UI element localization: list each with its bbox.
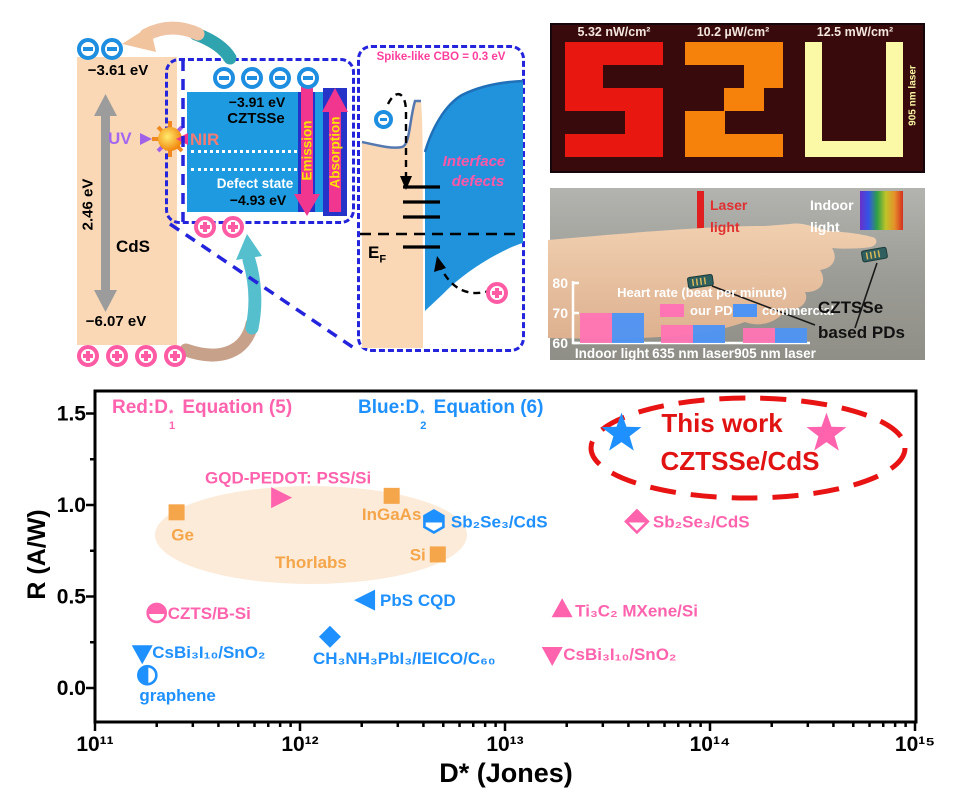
power-density-label-3: 12.5 mW/cm² [816, 25, 894, 39]
svg-text:commercial: commercial [762, 303, 834, 318]
svg-text:CsBi₃I₁₀/SnO₂: CsBi₃I₁₀/SnO₂ [563, 645, 676, 664]
electron-icon [297, 67, 319, 89]
svg-text:InGaAs: InGaAs [362, 505, 422, 524]
defect-state-label: Defect state [216, 176, 294, 191]
laser-light-label: Laser light [710, 197, 748, 235]
device-annotation: CZTSSe based PDs [818, 298, 905, 342]
nir-label: NIR [190, 130, 220, 149]
emission-label: Emission [299, 120, 315, 181]
electron-icon [213, 67, 235, 89]
svg-text:Ti₃C₂ MXene/Si: Ti₃C₂ MXene/Si [575, 601, 698, 620]
hole-icon [106, 345, 128, 367]
svg-text:0.5: 0.5 [57, 586, 87, 609]
svg-text:our PDs: our PDs [690, 303, 740, 318]
svg-text:10¹⁵: 10¹⁵ [895, 733, 935, 756]
svg-text:80: 80 [552, 275, 568, 291]
defect-level-line [191, 168, 297, 171]
inset-band-bending [360, 79, 524, 348]
svg-text:Sb₂Se₃/CdS: Sb₂Se₃/CdS [451, 512, 548, 531]
svg-text:10¹⁴: 10¹⁴ [690, 733, 731, 756]
y-axis-title: R (A/W) [23, 509, 51, 600]
cds-band-block [77, 57, 177, 345]
cds-vbm-value: −6.07 eV [85, 313, 147, 330]
svg-text:10¹³: 10¹³ [486, 733, 523, 756]
svg-text:60: 60 [552, 335, 568, 351]
svg-text:0.0: 0.0 [57, 677, 86, 700]
emission-arrow [294, 86, 320, 216]
x-axis-title: D* (Jones) [439, 758, 573, 788]
svg-text:Heart rate (beat per minute): Heart rate (beat per minute) [617, 285, 787, 300]
svg-text:graphene: graphene [139, 686, 216, 705]
letter-s [565, 42, 663, 157]
svg-text:CH₃NH₃PbI₃/IEICO/C₆₀: CH₃NH₃PbI₃/IEICO/C₆₀ [313, 649, 496, 668]
uv-arrowhead [140, 133, 152, 145]
svg-text:1.5: 1.5 [57, 403, 87, 426]
svg-text:CZTS/B-Si: CZTS/B-Si [168, 604, 251, 623]
svg-text:10¹¹: 10¹¹ [76, 733, 113, 756]
electron-transfer-arrow [122, 21, 237, 65]
laser-wavelength-label: 905 nm laser [907, 65, 919, 126]
svg-text:70: 70 [552, 305, 568, 321]
cds-label: CdS [116, 237, 150, 256]
svg-text:CsBi₃I₁₀/SnO₂: CsBi₃I₁₀/SnO₂ [152, 643, 265, 662]
magnifier-dashed-lines [169, 60, 358, 352]
rainbow-spectrum-bar [860, 191, 903, 230]
electron-path-arrow [386, 93, 408, 176]
this-work-label-2: CZTSSe/CdS [660, 446, 820, 476]
letter-z [685, 42, 783, 157]
letter-u [805, 42, 903, 157]
svg-text:Si: Si [410, 545, 426, 564]
cztsse-vbm-value: −4.93 eV [229, 192, 287, 208]
cds-gap-arrow [94, 94, 117, 312]
power-density-label-2: 10.2 µW/cm² [696, 25, 770, 39]
this-work-label-1: This work [661, 408, 783, 438]
indoor-light-label: Indoor light [810, 197, 854, 235]
absorption-arrow [322, 88, 348, 212]
svg-text:Ge: Ge [171, 525, 194, 544]
electron-icon [77, 38, 99, 60]
hole-icon [135, 345, 157, 367]
cds-gap-value: 2.46 eV [79, 178, 97, 231]
thorlabs-label: Thorlabs [275, 553, 347, 572]
hole-icon [222, 216, 244, 238]
svg-text:905 nm laser: 905 nm laser [734, 346, 817, 361]
electron-icon [241, 67, 263, 89]
interface-defects-label-2: defects [451, 173, 505, 190]
svg-text:635 nm laser: 635 nm laser [652, 346, 735, 361]
hole-icon [194, 216, 216, 238]
cztsse-label: CZTSSe [227, 110, 285, 127]
electron-icon [374, 110, 393, 129]
svg-text:1.0: 1.0 [57, 494, 86, 517]
hole-transfer-arrow [179, 234, 262, 362]
hole-icon [77, 345, 99, 367]
scatter-chart: 10¹¹ 10¹² 10¹³ 10¹⁴ 10¹⁵ 0.0 0.5 1.0 1.5 Ge GQD-PE… [57, 389, 935, 756]
photodetector-chip [687, 246, 888, 289]
sun-icon [140, 121, 188, 157]
electron-icon [101, 38, 123, 60]
legend-red-equation: Red:D * 1 Equation (5) [112, 397, 293, 432]
chip-pointer-lines [711, 262, 878, 329]
svg-text:Indoor light: Indoor light [575, 346, 650, 361]
svg-text:PbS CQD: PbS CQD [380, 591, 456, 610]
interface-defects-label-1: Interface [442, 153, 506, 170]
power-density-label-1: 5.32 nW/cm² [577, 25, 651, 39]
legend-blue-equation: Blue:D * 2 Equation (6) [358, 397, 544, 432]
absorption-label: Absorption [327, 116, 343, 189]
heart-rate-chart: 60 70 80 Indoor light 635 nm laser 905 nm las… [552, 275, 834, 361]
svg-text:GQD-PEDOT: PSS/Si: GQD-PEDOT: PSS/Si [205, 469, 371, 488]
uv-label: UV [108, 129, 132, 148]
svg-text:10¹²: 10¹² [281, 733, 318, 756]
defect-level-line [191, 150, 297, 153]
inset-title: Spike-like CBO = 0.3 eV [376, 51, 506, 63]
laser-beam-bar [697, 191, 704, 237]
hole-icon [486, 282, 508, 304]
electron-icon [269, 67, 291, 89]
cztsse-cbm-value: −3.91 eV [228, 94, 286, 110]
hole-icon [164, 345, 186, 367]
fermi-level-label: EF [368, 243, 387, 266]
cds-cbm-value: −3.61 eV [87, 62, 149, 79]
svg-text:Sb₂Se₃/CdS: Sb₂Se₃/CdS [653, 512, 750, 531]
